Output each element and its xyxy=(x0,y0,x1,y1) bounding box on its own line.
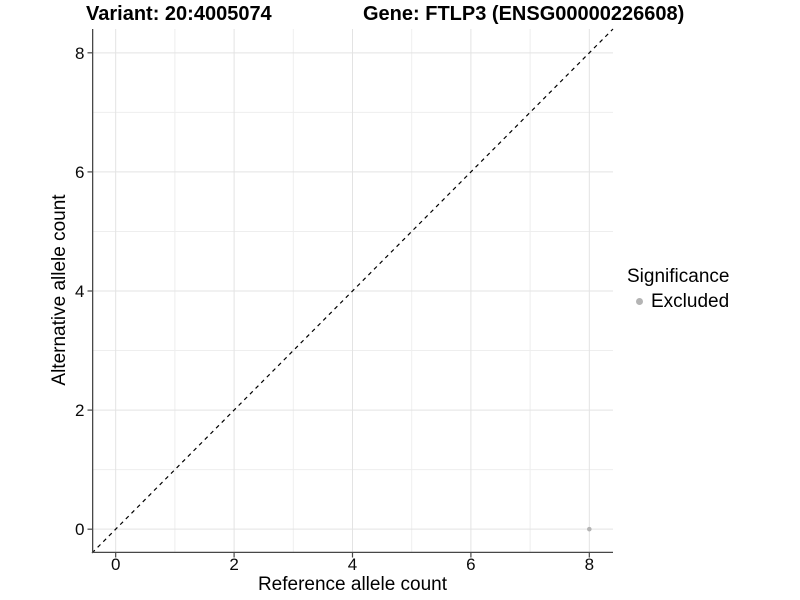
grid-major xyxy=(92,29,613,553)
svg-text:6: 6 xyxy=(75,163,84,182)
identity-line xyxy=(91,28,614,554)
svg-text:0: 0 xyxy=(75,520,84,539)
svg-text:8: 8 xyxy=(585,555,594,574)
x-axis-title: Reference allele count xyxy=(257,574,448,595)
svg-text:4: 4 xyxy=(348,555,357,574)
legend-item-excluded: Excluded xyxy=(627,290,729,313)
variant-title: Variant: 20:4005074 xyxy=(86,3,272,25)
svg-text:2: 2 xyxy=(229,555,238,574)
legend-title: Significance xyxy=(627,266,730,287)
y-axis-title: Alternative allele count xyxy=(49,194,70,386)
plot-panel: 0 2 4 6 8 0 2 4 6 8 xyxy=(75,28,614,574)
legend-item-label: Excluded xyxy=(651,291,730,312)
x-tick-labels: 0 2 4 6 8 xyxy=(111,555,594,574)
data-points xyxy=(587,526,592,532)
svg-text:6: 6 xyxy=(466,555,475,574)
svg-text:0: 0 xyxy=(111,555,120,574)
svg-text:8: 8 xyxy=(75,44,84,63)
y-tick-labels: 0 2 4 6 8 xyxy=(75,44,84,539)
excluded-point-icon xyxy=(636,298,643,305)
svg-text:4: 4 xyxy=(75,282,84,301)
axis-lines xyxy=(91,29,613,553)
axis-ticks xyxy=(87,52,590,558)
svg-text:2: 2 xyxy=(75,401,84,420)
data-point-excluded xyxy=(587,526,592,532)
gene-title: Gene: FTLP3 (ENSG00000226608) xyxy=(363,3,685,25)
legend: Significance Excluded xyxy=(627,265,729,313)
